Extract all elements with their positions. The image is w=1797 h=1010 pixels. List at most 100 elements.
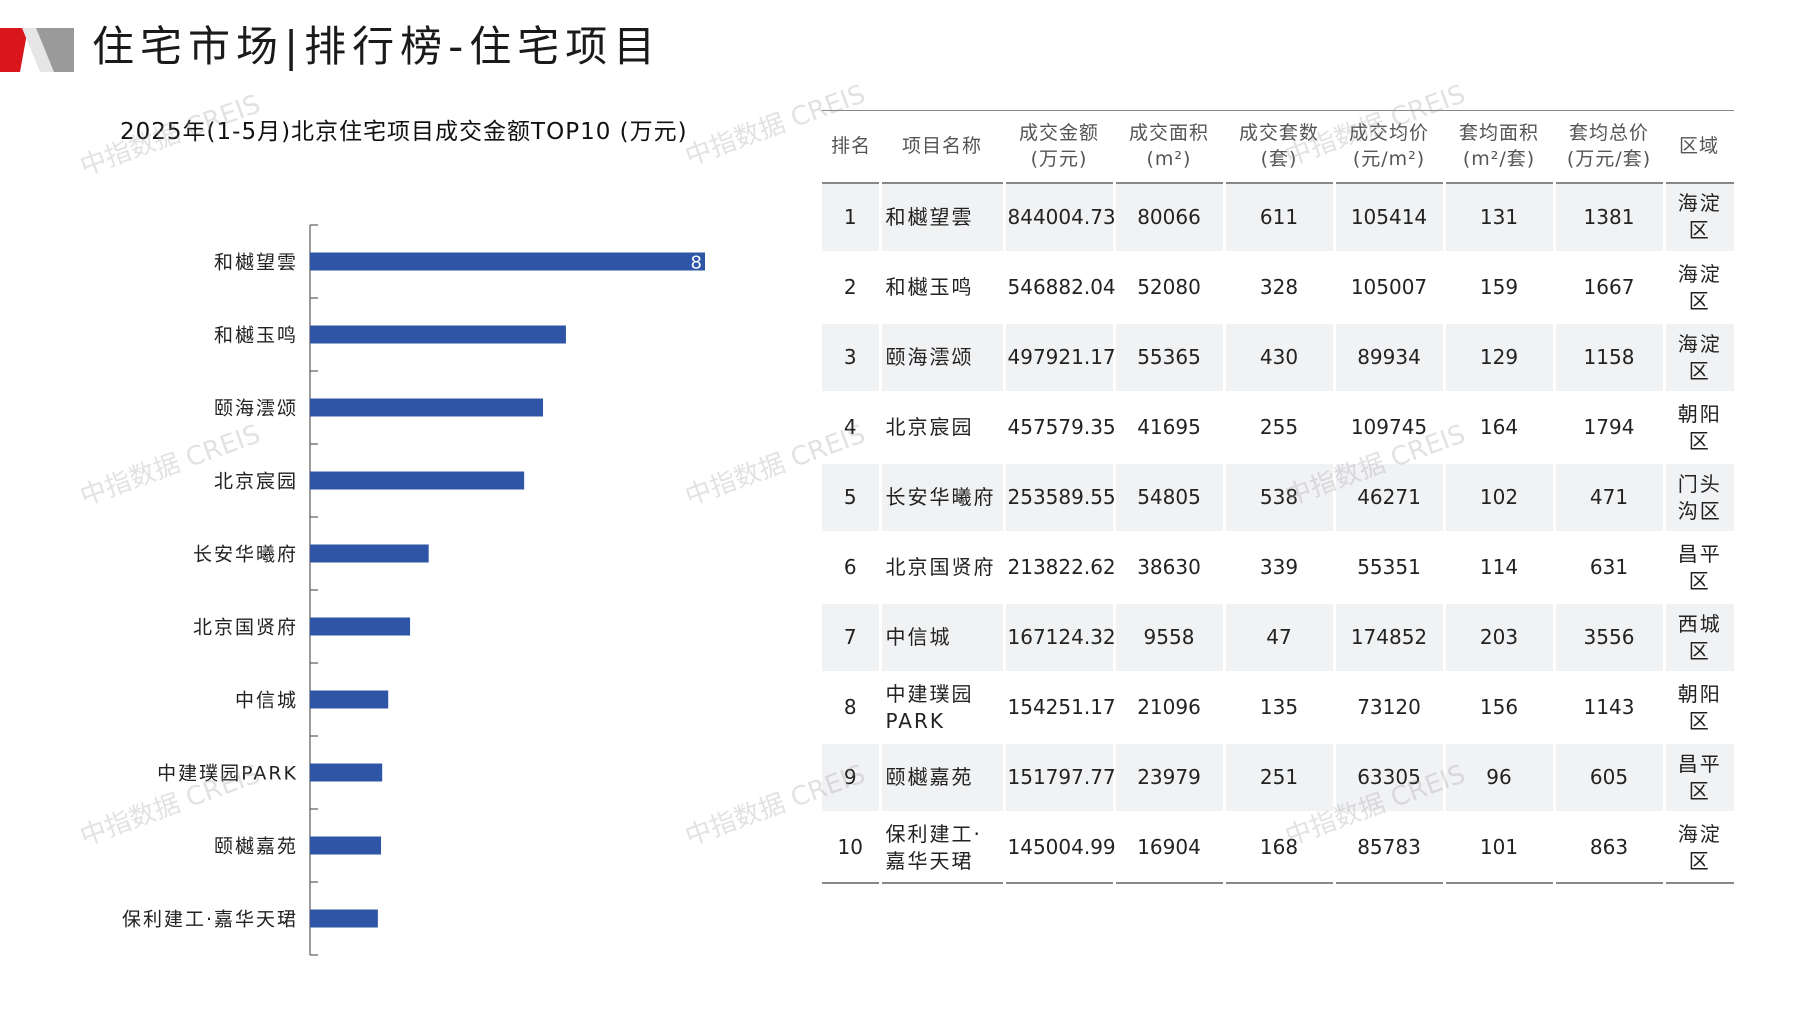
table-cell: 168	[1224, 812, 1336, 883]
table-body: 1 和樾望雲 844004.73 80066 611 105414 131 1381 海淀区 2 和…	[822, 182, 1734, 883]
table-cell: 114	[1444, 532, 1556, 603]
column-header-label: 成交面积	[1128, 122, 1209, 145]
table-cell: 105414	[1334, 182, 1446, 253]
table-cell: 16904	[1114, 812, 1226, 883]
category-label: 中建璞园PARK	[157, 763, 298, 785]
column-header: 成交套数 (套)	[1224, 110, 1334, 184]
table-cell: 中建璞园PARK	[880, 672, 1006, 743]
table-cell: 151797.77	[1004, 742, 1116, 813]
table-cell: 2	[822, 252, 882, 323]
table-cell: 9	[822, 742, 882, 813]
column-header-unit: (m²)	[1146, 148, 1192, 171]
bar	[310, 836, 382, 855]
brand-logo-icon	[0, 28, 74, 72]
table-row: 9 颐樾嘉苑 151797.77 23979 251 63305 96 605 昌平区	[822, 742, 1734, 813]
table-cell: 101	[1444, 812, 1556, 883]
table-cell: 156	[1444, 672, 1556, 743]
table-cell: 朝阳区	[1677, 401, 1722, 453]
table-cell: 611	[1224, 182, 1336, 253]
column-header: 套均面积 (m²/套)	[1444, 110, 1554, 184]
table-cell: 1667	[1554, 252, 1666, 323]
table-cell: 北京国贤府	[880, 532, 1006, 603]
table-cell: 255	[1224, 392, 1336, 463]
column-header: 套均总价 (万元/套)	[1554, 110, 1664, 184]
table-cell: 4	[822, 392, 882, 463]
category-label: 中信城	[235, 690, 298, 712]
table-cell: 门头沟区	[1664, 462, 1734, 533]
table-cell: 41695	[1114, 392, 1226, 463]
table-cell: 55351	[1334, 532, 1446, 603]
table-cell: 73120	[1334, 672, 1446, 743]
table-cell: 430	[1224, 322, 1336, 393]
category-label: 北京宸园	[214, 471, 298, 493]
table-cell: 7	[822, 602, 882, 673]
bar	[310, 252, 705, 271]
table-cell: 1158	[1554, 322, 1666, 393]
category-label: 颐海澐颂	[214, 398, 298, 420]
table-cell: 102	[1444, 462, 1556, 533]
table-row: 5 长安华曦府 253589.55 54805 538 46271 102 471 门头沟区	[822, 462, 1734, 533]
table-cell: 西城区	[1664, 602, 1734, 673]
column-header: 成交均价 (元/m²)	[1334, 110, 1444, 184]
table-row: 4 北京宸园 457579.35 41695 255 109745 164 1794 朝阳区	[822, 392, 1734, 463]
column-header-unit: (套)	[1260, 148, 1298, 171]
table-cell: 457579.35	[1004, 392, 1116, 463]
table-cell: 63305	[1334, 742, 1446, 813]
table-cell: 1794	[1554, 392, 1666, 463]
category-label: 颐樾嘉苑	[214, 836, 298, 858]
table-cell: 46271	[1334, 462, 1446, 533]
table-cell: 131	[1444, 182, 1556, 253]
table-cell: 5	[822, 462, 882, 533]
page-title: 住宅市场|排行榜-住宅项目	[92, 22, 662, 71]
table-cell: 55365	[1114, 322, 1226, 393]
bar	[310, 471, 525, 490]
table-cell: 109745	[1334, 392, 1446, 463]
table-cell: 3	[822, 322, 882, 393]
table-cell: 159	[1444, 252, 1556, 323]
column-header-label: 排名	[830, 135, 871, 158]
column-header-label: 区域	[1678, 135, 1719, 158]
column-header-label: 套均总价	[1568, 122, 1649, 145]
column-header-label: 套均面积	[1458, 122, 1539, 145]
table-cell: 38630	[1114, 532, 1226, 603]
bar	[310, 763, 383, 782]
bar	[310, 617, 411, 636]
table-row: 10 保利建工·嘉华天珺 145004.99 16904 168 85783 101 863 海…	[822, 812, 1734, 883]
table-cell: 1143	[1554, 672, 1666, 743]
table-cell: 10	[822, 812, 882, 883]
table-cell: 颐樾嘉苑	[880, 742, 1006, 813]
table-cell: 129	[1444, 322, 1556, 393]
column-header-unit: (m²/套)	[1462, 148, 1536, 171]
table-cell: 339	[1224, 532, 1336, 603]
column-header-label: 成交均价	[1348, 122, 1429, 145]
bar	[310, 690, 389, 709]
table-cell: 昌平区	[1664, 742, 1734, 813]
table-cell: 海淀区	[1677, 821, 1722, 873]
table-cell: 328	[1224, 252, 1336, 323]
table-cell: 497921.17	[1004, 322, 1116, 393]
table-header-row: 排名 项目名称 成交金额 (万元) 成交面积 (m²) 成交套数 (套) 成交均价 (元/m²) 套…	[822, 110, 1734, 184]
category-label: 长安华曦府	[193, 544, 298, 566]
table-cell: 54805	[1114, 462, 1226, 533]
table-cell: 颐海澐颂	[880, 322, 1006, 393]
table-cell: 253589.55	[1004, 462, 1116, 533]
column-header-label: 项目名称	[901, 135, 982, 158]
table-cell: 631	[1554, 532, 1666, 603]
table-cell: 145004.99	[1004, 812, 1116, 883]
table-cell: 471	[1554, 462, 1666, 533]
table-cell: 96	[1444, 742, 1556, 813]
table-cell: 89934	[1334, 322, 1446, 393]
table-cell: 251	[1224, 742, 1336, 813]
table-cell: 海淀区	[1664, 322, 1734, 393]
table-cell: 朝阳区	[1677, 681, 1722, 733]
column-header: 成交面积 (m²)	[1114, 110, 1224, 184]
table-cell: 保利建工·嘉华天珺	[880, 812, 1006, 883]
category-label: 北京国贤府	[193, 617, 298, 639]
column-header: 排名	[822, 110, 880, 184]
table-cell: 3556	[1554, 602, 1666, 673]
table-cell: 1381	[1554, 182, 1666, 253]
column-header: 成交金额 (万元)	[1004, 110, 1114, 184]
table-cell: 52080	[1114, 252, 1226, 323]
table-cell: 154251.17	[1004, 672, 1116, 743]
